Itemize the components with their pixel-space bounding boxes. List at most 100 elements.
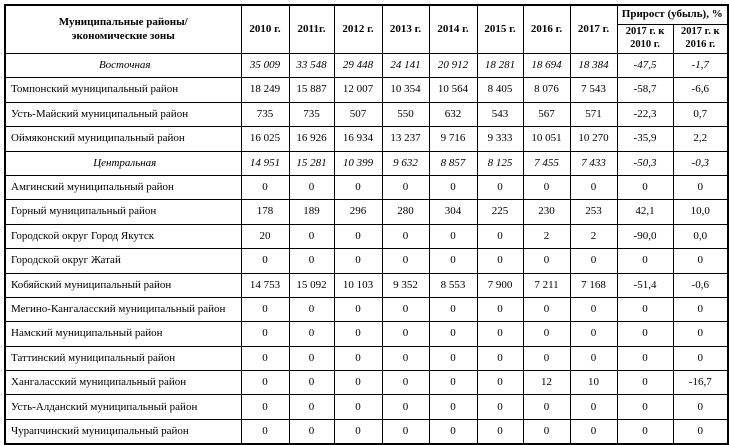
district-row: Мегино-Кангаласский муниципальный район 0… bbox=[4, 296, 729, 323]
growth-2017-vs-2010: 42,1 bbox=[616, 199, 674, 225]
district-row: Кобяйский муниципальный район 14 753 15 09… bbox=[4, 272, 729, 298]
district-name: Городской округ Город Якутск bbox=[4, 223, 242, 250]
value-2011: 15 887 bbox=[288, 77, 335, 103]
value-2013: 0 bbox=[381, 174, 430, 201]
value-2015: 0 bbox=[476, 418, 524, 445]
value-2017: 7 433 bbox=[569, 150, 618, 176]
value-2014: 20 912 bbox=[428, 52, 478, 79]
value-2017: 10 270 bbox=[569, 126, 618, 152]
value-2015: 7 900 bbox=[476, 272, 524, 298]
value-2014: 0 bbox=[428, 223, 478, 250]
value-2012: 0 bbox=[333, 418, 383, 445]
value-2016: 230 bbox=[522, 199, 571, 225]
value-2010: 0 bbox=[240, 321, 290, 347]
value-2012: 0 bbox=[333, 321, 383, 347]
growth-2017-vs-2016: 0 bbox=[672, 174, 729, 201]
value-2012: 0 bbox=[333, 296, 383, 323]
table-body: Восточная 35 009 33 548 29 448 24 141 20 912 1… bbox=[4, 52, 729, 445]
zone-row: Центральная 14 951 15 281 10 399 9 632 8 857 8… bbox=[4, 150, 729, 176]
value-2017: 18 384 bbox=[569, 52, 618, 79]
value-2015: 225 bbox=[476, 199, 524, 225]
column-header-year-2013: 2013 г. bbox=[381, 4, 430, 54]
growth-2017-vs-2010: 0 bbox=[616, 345, 674, 372]
value-2011: 0 bbox=[288, 418, 335, 445]
district-name: Томпонский муниципальный район bbox=[4, 77, 242, 103]
growth-2017-vs-2016: -0,6 bbox=[672, 272, 729, 298]
growth-2017-vs-2010: -90,0 bbox=[616, 223, 674, 250]
zone-name: Центральная bbox=[4, 150, 242, 176]
value-2013: 9 352 bbox=[381, 272, 430, 298]
district-name: Хангаласский муниципальный район bbox=[4, 370, 242, 396]
value-2012: 0 bbox=[333, 370, 383, 396]
growth-2017-vs-2010: -51,4 bbox=[616, 272, 674, 298]
value-2012: 0 bbox=[333, 394, 383, 420]
column-subheader-2017-vs-2010: 2017 г. к 2010 г. bbox=[616, 24, 674, 54]
value-2013: 550 bbox=[381, 101, 430, 128]
value-2014: 0 bbox=[428, 296, 478, 323]
value-2012: 0 bbox=[333, 248, 383, 274]
value-2010: 35 009 bbox=[240, 52, 290, 79]
district-name: Горный муниципальный район bbox=[4, 199, 242, 225]
value-2014: 10 564 bbox=[428, 77, 478, 103]
district-row: Намский муниципальный район 0 0 0 0 0 0 0 0 0 0 bbox=[4, 321, 729, 347]
value-2014: 0 bbox=[428, 174, 478, 201]
value-2011: 189 bbox=[288, 199, 335, 225]
value-2015: 0 bbox=[476, 248, 524, 274]
growth-2017-vs-2016: 0 bbox=[672, 345, 729, 372]
growth-2017-vs-2010: 0 bbox=[616, 321, 674, 347]
value-2013: 0 bbox=[381, 321, 430, 347]
value-2012: 29 448 bbox=[333, 52, 383, 79]
district-name: Таттинский муниципальный район bbox=[4, 345, 242, 372]
district-row: Городской округ Город Якутск 20 0 0 0 0 0 2 2 -90… bbox=[4, 223, 729, 250]
value-2017: 571 bbox=[569, 101, 618, 128]
district-name: Амгинский муниципальный район bbox=[4, 174, 242, 201]
value-2017: 7 543 bbox=[569, 77, 618, 103]
district-name: Чурапчинский муниципальный район bbox=[4, 418, 242, 445]
value-2016: 10 051 bbox=[522, 126, 571, 152]
growth-2017-vs-2010: -58,7 bbox=[616, 77, 674, 103]
value-2014: 632 bbox=[428, 101, 478, 128]
value-2010: 14 951 bbox=[240, 150, 290, 176]
value-2011: 0 bbox=[288, 345, 335, 372]
value-2016: 12 bbox=[522, 370, 571, 396]
column-header-districts: Муниципальные районы/ экономические зоны bbox=[4, 4, 242, 54]
growth-2017-vs-2010: 0 bbox=[616, 248, 674, 274]
value-2016: 567 bbox=[522, 101, 571, 128]
district-row: Усть-Алданский муниципальный район 0 0 0 0 0 0… bbox=[4, 394, 729, 420]
value-2011: 0 bbox=[288, 174, 335, 201]
value-2011: 0 bbox=[288, 248, 335, 274]
growth-2017-vs-2010: -47,5 bbox=[616, 52, 674, 79]
value-2014: 0 bbox=[428, 345, 478, 372]
column-subheader-2017-vs-2016: 2017 г. к 2016 г. bbox=[672, 24, 729, 54]
value-2011: 0 bbox=[288, 223, 335, 250]
value-2012: 296 bbox=[333, 199, 383, 225]
column-header-year-2016: 2016 г. bbox=[522, 4, 571, 54]
value-2015: 0 bbox=[476, 345, 524, 372]
value-2017: 10 bbox=[569, 370, 618, 396]
value-2014: 0 bbox=[428, 248, 478, 274]
value-2017: 0 bbox=[569, 174, 618, 201]
value-2012: 10 103 bbox=[333, 272, 383, 298]
column-header-year-2017: 2017 г. bbox=[569, 4, 618, 54]
value-2011: 33 548 bbox=[288, 52, 335, 79]
district-name: Городской округ Жатай bbox=[4, 248, 242, 274]
growth-2017-vs-2016: 0 bbox=[672, 248, 729, 274]
value-2010: 18 249 bbox=[240, 77, 290, 103]
value-2010: 0 bbox=[240, 394, 290, 420]
district-name: Оймяконский муниципальный район bbox=[4, 126, 242, 152]
value-2015: 0 bbox=[476, 174, 524, 201]
growth-2017-vs-2016: 0,0 bbox=[672, 223, 729, 250]
district-row: Усть-Майский муниципальный район 735 735 50… bbox=[4, 101, 729, 128]
growth-2017-vs-2010: -50,3 bbox=[616, 150, 674, 176]
growth-2017-vs-2010: 0 bbox=[616, 296, 674, 323]
growth-2017-vs-2016: -16,7 bbox=[672, 370, 729, 396]
growth-2017-vs-2016: 0 bbox=[672, 296, 729, 323]
value-2015: 18 281 bbox=[476, 52, 524, 79]
value-2010: 14 753 bbox=[240, 272, 290, 298]
header-row-sub: 2017 г. к 2010 г. 2017 г. к 2016 г. bbox=[5, 24, 729, 54]
value-2017: 0 bbox=[569, 248, 618, 274]
column-header-year-2014: 2014 г. bbox=[428, 4, 478, 54]
value-2016: 7 211 bbox=[522, 272, 571, 298]
district-name: Усть-Алданский муниципальный район bbox=[4, 394, 242, 420]
